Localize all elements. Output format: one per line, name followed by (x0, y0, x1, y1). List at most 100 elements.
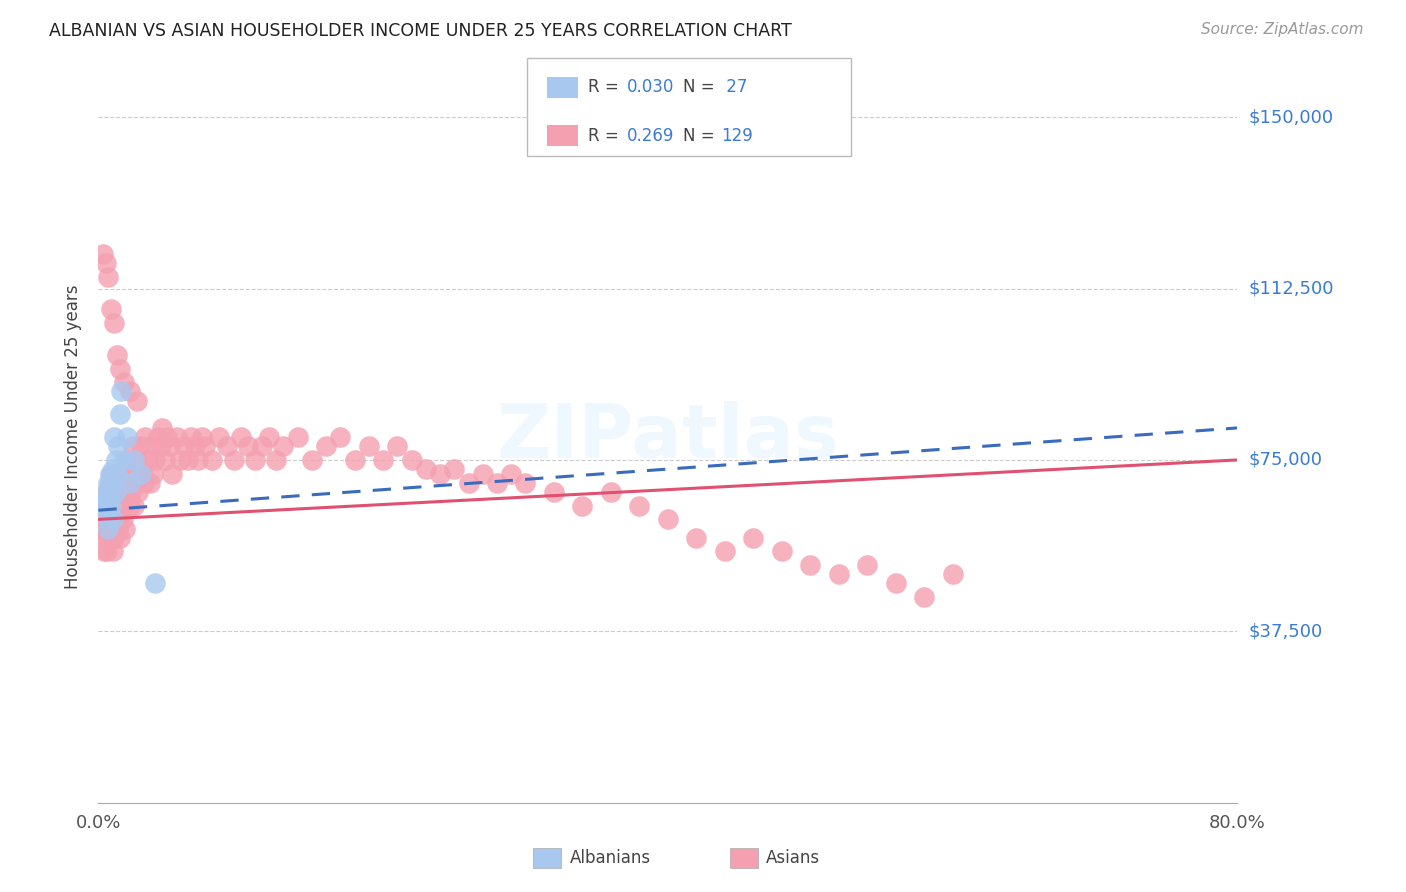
Text: $75,000: $75,000 (1249, 451, 1323, 469)
Point (129, 439, 152, 453)
Point (103, 531, 125, 545)
Point (250, 439, 273, 453)
Point (191, 430, 214, 444)
Point (91, 521, 114, 535)
Point (159, 439, 181, 453)
Point (100, 301, 122, 317)
Point (457, 475, 479, 490)
Text: N =: N = (683, 127, 720, 145)
Point (155, 453, 177, 467)
Point (107, 499, 129, 513)
Point (111, 512, 134, 526)
Point (208, 430, 231, 444)
Point (101, 512, 124, 526)
Point (118, 384, 141, 399)
Point (100, 467, 122, 481)
Point (101, 508, 124, 522)
Point (108, 508, 131, 522)
Point (357, 439, 380, 453)
Point (173, 439, 195, 453)
Point (884, 576, 907, 591)
Point (104, 453, 127, 467)
Point (201, 453, 224, 467)
Point (91, 247, 114, 261)
Point (259, 430, 281, 444)
Point (145, 576, 167, 591)
Point (131, 467, 153, 481)
Point (93, 508, 115, 522)
Text: R =: R = (588, 127, 624, 145)
Point (100, 499, 122, 513)
Point (115, 484, 138, 499)
Point (117, 475, 139, 490)
Point (401, 453, 423, 467)
Point (108, 407, 131, 421)
Point (97, 499, 120, 513)
Point (94, 256, 117, 270)
Point (104, 484, 127, 499)
Point (100, 475, 122, 490)
Point (315, 439, 337, 453)
Text: $112,500: $112,500 (1249, 279, 1334, 298)
Point (139, 439, 162, 453)
Point (156, 430, 179, 444)
Point (628, 499, 651, 513)
Point (118, 475, 141, 490)
Point (236, 439, 259, 453)
Point (136, 453, 159, 467)
Point (194, 439, 217, 453)
Point (112, 499, 135, 513)
Point (122, 499, 145, 513)
Point (125, 393, 148, 408)
Point (118, 467, 141, 481)
Point (101, 544, 124, 558)
Point (177, 453, 200, 467)
Point (98, 484, 121, 499)
Point (132, 475, 155, 490)
Point (329, 430, 352, 444)
Point (150, 439, 173, 453)
Point (93, 544, 115, 558)
Point (184, 439, 207, 453)
Point (98, 521, 121, 535)
Point (373, 453, 395, 467)
Point (180, 430, 202, 444)
Point (222, 453, 245, 467)
Point (114, 521, 136, 535)
Point (134, 430, 156, 444)
Text: ZIPatlas: ZIPatlas (496, 401, 839, 474)
Point (112, 375, 135, 389)
Point (145, 453, 167, 467)
Point (101, 484, 124, 499)
Point (215, 439, 238, 453)
Point (108, 475, 131, 490)
Point (114, 467, 136, 481)
Point (942, 567, 965, 582)
Point (97, 475, 120, 490)
Point (266, 453, 288, 467)
Text: N =: N = (683, 78, 720, 96)
Text: 27: 27 (721, 78, 748, 96)
Point (343, 453, 366, 467)
Point (515, 475, 537, 490)
Point (118, 499, 141, 513)
Text: Source: ZipAtlas.com: Source: ZipAtlas.com (1201, 22, 1364, 37)
Point (94, 499, 117, 513)
Point (141, 467, 163, 481)
Point (152, 421, 174, 435)
Point (187, 453, 209, 467)
Point (166, 430, 188, 444)
Point (122, 453, 145, 467)
Point (169, 453, 191, 467)
Point (96, 503, 118, 517)
Text: Asians: Asians (766, 849, 820, 867)
Point (543, 484, 565, 499)
Point (97, 531, 120, 545)
Point (108, 531, 131, 545)
Point (162, 467, 184, 481)
Point (471, 467, 494, 481)
Text: $150,000: $150,000 (1249, 108, 1333, 126)
Point (429, 467, 451, 481)
Point (856, 558, 879, 573)
Point (415, 462, 437, 476)
